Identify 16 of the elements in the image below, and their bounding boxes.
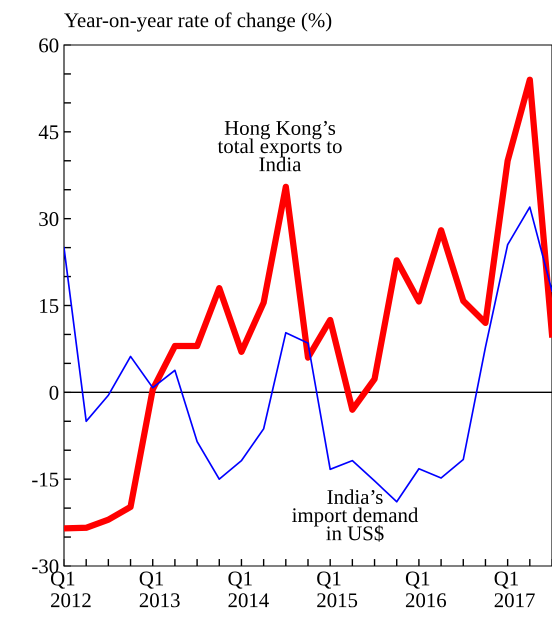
x-tick-label: Q1 2014 bbox=[228, 572, 269, 608]
x-tick-label: Q1 2016 bbox=[406, 572, 446, 608]
x-tick-label: Q1 2015 bbox=[317, 572, 358, 608]
y-tick-label: 15 bbox=[40, 298, 58, 313]
y-tick-label: -15 bbox=[32, 472, 58, 487]
y-axis-title: Year-on-year rate of change (%) bbox=[64, 12, 332, 32]
x-tick-label: Q1 2012 bbox=[50, 572, 91, 608]
y-tick-label: 30 bbox=[39, 212, 58, 226]
y-tick-label: 45 bbox=[38, 125, 58, 140]
y-tick-label: 0 bbox=[50, 386, 58, 400]
y-tick-label: 60 bbox=[39, 38, 58, 52]
x-tick-label: Q1 2013 bbox=[140, 572, 180, 608]
annotation: India’s import demand in US$ bbox=[292, 489, 418, 542]
annotation: Hong Kong’s total exports to India bbox=[218, 120, 342, 172]
x-tick-label: Q1 2017 bbox=[494, 572, 535, 608]
y-tick-label: -30 bbox=[32, 559, 58, 574]
